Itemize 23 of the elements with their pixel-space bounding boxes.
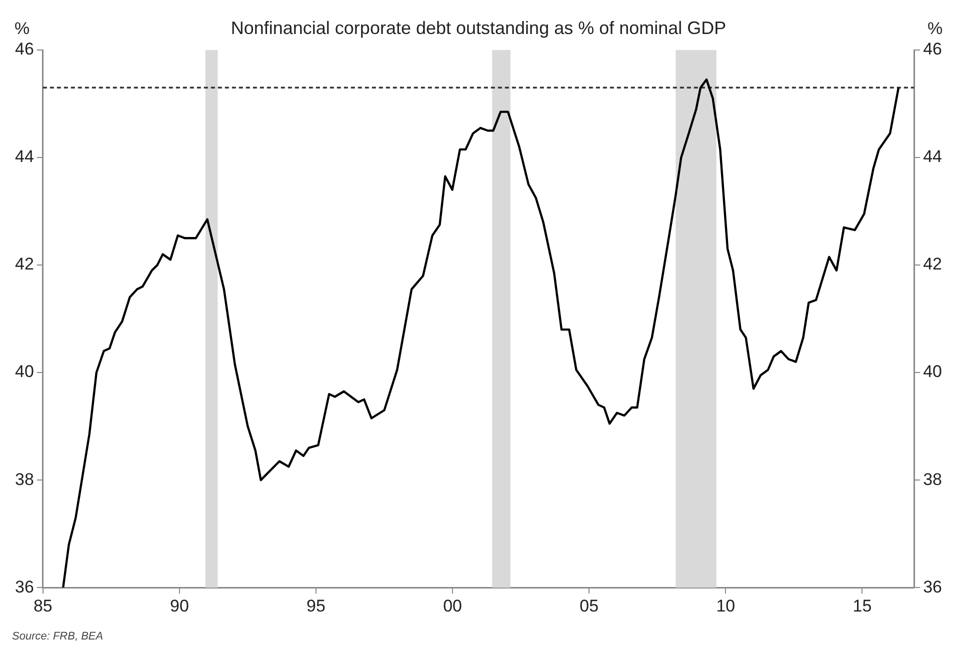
y-tick-label: 36 (14, 577, 34, 596)
y2-tick-label: 42 (923, 254, 942, 274)
y2-tick-label: 44 (923, 147, 942, 166)
x-tick-label: 10 (716, 596, 736, 616)
y-tick-label: 40 (14, 362, 34, 382)
y2-tick-label: 38 (923, 470, 942, 489)
x-tick-label: 15 (852, 596, 872, 616)
chart-title: Nonfinancial corporate debt outstanding as % of nominal GDP (230, 18, 726, 38)
y-tick-label: 44 (14, 147, 34, 166)
x-tick-label: 05 (580, 596, 599, 616)
y-tick-label: 38 (14, 470, 34, 489)
source-note: Source: FRB, BEA (12, 630, 104, 643)
y-tick-label: 46 (14, 40, 34, 59)
y-tick-label: 42 (14, 254, 34, 274)
x-tick-label: 90 (170, 596, 189, 616)
x-tick-label: 00 (443, 596, 462, 616)
y2-axis-title: % (927, 19, 943, 38)
y-axis-title: % (14, 19, 30, 38)
y2-tick-label: 36 (923, 577, 942, 596)
x-tick-label: 85 (33, 596, 52, 616)
x-tick-label: 95 (306, 596, 326, 616)
y2-tick-label: 40 (923, 362, 942, 382)
y2-tick-label: 46 (923, 40, 942, 59)
